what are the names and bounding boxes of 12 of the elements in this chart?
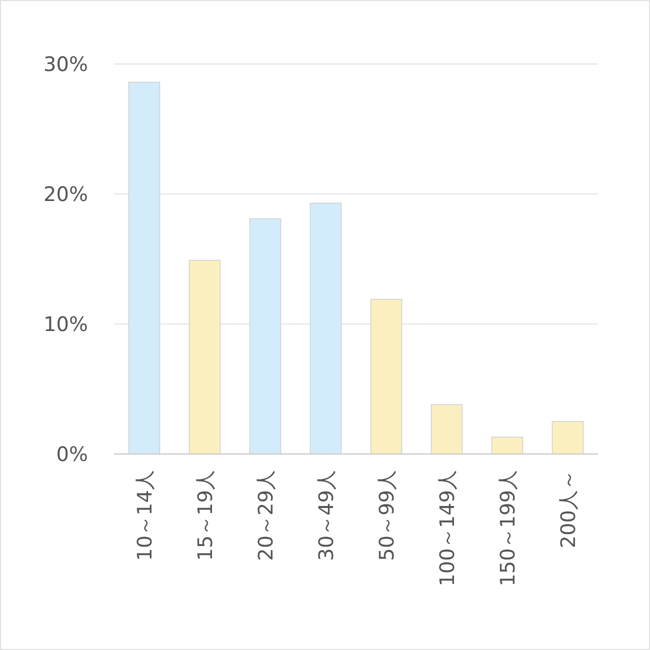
y-tick-label: 30% — [44, 52, 88, 76]
x-tick-label: 10～14人 — [132, 470, 156, 561]
x-tick-label: 20～29人 — [253, 470, 278, 561]
y-tick-label: 0% — [56, 442, 88, 466]
x-tick-label: 30～49人 — [314, 470, 338, 561]
x-tick-label: 200人～ — [556, 470, 580, 548]
x-tick-label: 50～99人 — [374, 470, 398, 561]
y-tick-label: 10% — [44, 312, 88, 336]
y-tick-label: 20% — [44, 182, 88, 206]
x-tick-label: 15～19人 — [192, 470, 217, 561]
x-tick-label: 100～149人 — [434, 470, 459, 586]
x-tick-label: 150～199人 — [495, 470, 520, 586]
